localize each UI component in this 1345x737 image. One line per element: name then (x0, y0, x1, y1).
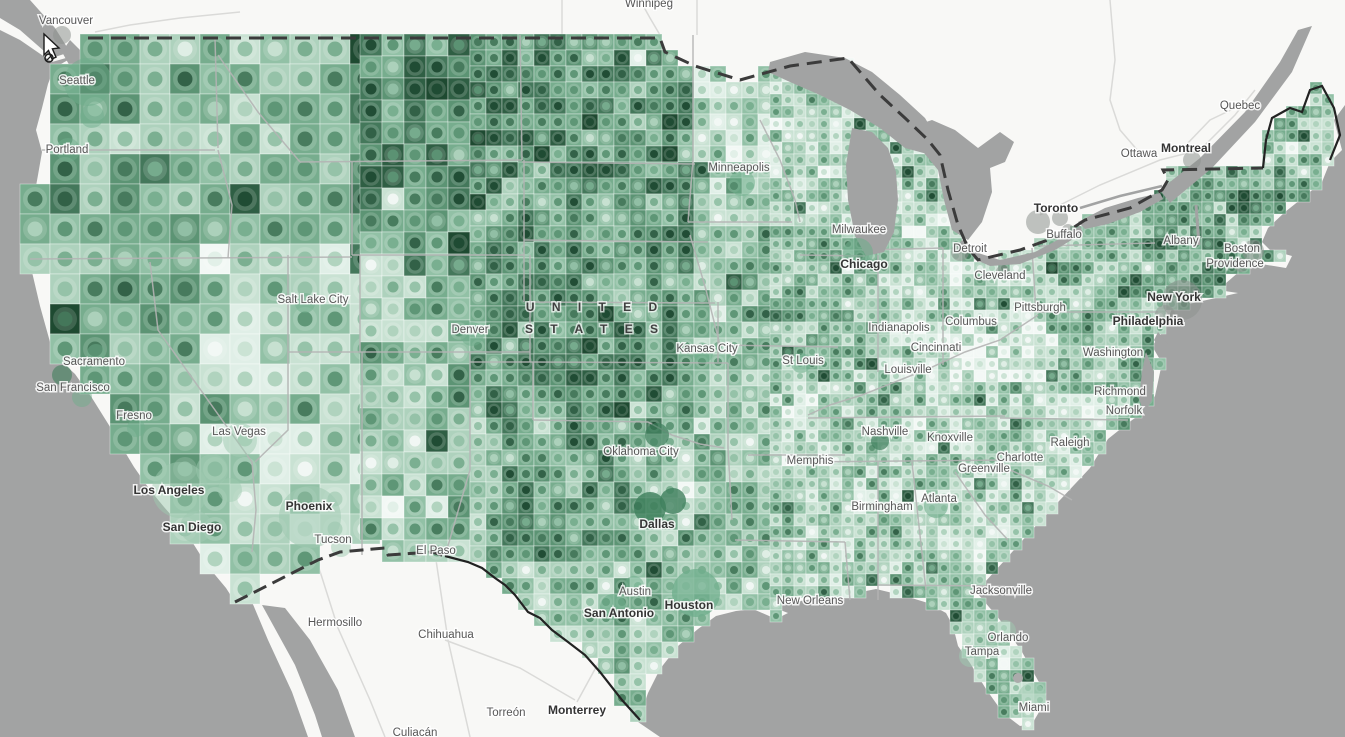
city-label-oklahoma-city: Oklahoma City (603, 446, 679, 458)
city-labels-layer: U N I T E D S T A T E S Vancouver Winnipe… (35, 0, 1266, 737)
city-label-culiac-n: Culiacán (393, 727, 438, 737)
city-label-cincinnati: Cincinnati (911, 342, 962, 354)
urban-area-layer (53, 26, 1264, 325)
city-label-orlando: Orlando (988, 632, 1029, 644)
city-label-el-paso: El Paso (416, 545, 456, 557)
city-label-cleveland: Cleveland (974, 270, 1025, 282)
city-label-san-antonio: San Antonio (584, 606, 654, 620)
city-label-las-vegas: Las Vegas (212, 426, 266, 438)
city-label-miami: Miami (1019, 702, 1050, 714)
city-label-toronto: Toronto (1034, 201, 1078, 215)
city-label-ottawa: Ottawa (1121, 148, 1158, 160)
mouse-cursor (43, 32, 61, 63)
city-label-portland: Portland (46, 144, 89, 156)
city-label-sacramento: Sacramento (63, 356, 125, 368)
city-label-tucson: Tucson (314, 534, 351, 546)
city-label-atlanta: Atlanta (921, 493, 957, 505)
city-label-chihuahua: Chihuahua (418, 629, 474, 641)
foreign-roads-layer (94, 0, 1256, 737)
international-borders-layer (88, 36, 1342, 721)
city-label-boston: Boston (1224, 243, 1260, 255)
city-label-monterrey: Monterrey (548, 703, 606, 717)
city-label-kansas-city: Kansas City (676, 343, 738, 355)
city-label-salt-lake-city: Salt Lake City (278, 294, 349, 306)
city-label-hermosillo: Hermosillo (308, 617, 362, 629)
city-label-austin: Austin (619, 586, 651, 598)
city-label-pittsburgh: Pittsburgh (1014, 302, 1066, 314)
city-label-norfolk: Norfolk (1106, 405, 1143, 417)
city-label-quebec: Quebec (1220, 100, 1261, 112)
city-label-knoxville: Knoxville (927, 432, 973, 444)
city-label-winnipeg: Winnipeg (625, 0, 673, 10)
city-label-washington: Washington (1083, 347, 1143, 359)
city-label-richmond: Richmond (1094, 386, 1146, 398)
city-label-new-orleans: New Orleans (777, 595, 844, 607)
city-label-houston: Houston (665, 598, 714, 612)
city-label-louisville: Louisville (884, 364, 931, 376)
city-label-detroit: Detroit (953, 243, 988, 255)
city-label-denver: Denver (451, 324, 488, 336)
city-label-los-angeles: Los Angeles (134, 483, 205, 497)
city-label-san-francisco: San Francisco (36, 382, 110, 394)
city-label-montreal: Montreal (1161, 141, 1211, 155)
city-label-minneapolis: Minneapolis (708, 162, 770, 174)
city-label-san-diego: San Diego (163, 520, 222, 534)
city-label-fresno: Fresno (116, 410, 152, 422)
city-label-dallas: Dallas (639, 517, 675, 531)
city-label-seattle: Seattle (59, 75, 95, 87)
united-states-label-line1: U N I T E D (526, 300, 664, 314)
city-label-birmingham: Birmingham (851, 501, 912, 513)
metro-circles-layer (52, 58, 1046, 711)
city-label-columbus: Columbus (945, 316, 997, 328)
city-label-milwaukee: Milwaukee (832, 224, 886, 236)
city-label-nashville: Nashville (862, 426, 909, 438)
city-label-tampa: Tampa (965, 646, 1000, 658)
city-label-new-york: New York (1147, 290, 1201, 304)
city-label-jacksonville: Jacksonville (970, 585, 1032, 597)
city-label-charlotte: Charlotte (997, 452, 1044, 464)
city-label-indianapolis: Indianapolis (868, 322, 930, 334)
city-label-albany: Albany (1163, 235, 1198, 247)
city-label-chicago: Chicago (840, 257, 887, 271)
city-label-buffalo: Buffalo (1046, 229, 1082, 241)
city-label-providence: Providence (1206, 258, 1264, 270)
city-label-st-louis: St Louis (782, 355, 824, 367)
city-label-torre-n: Torreón (487, 707, 526, 719)
city-label-raleigh: Raleigh (1051, 437, 1090, 449)
city-label-phoenix: Phoenix (286, 499, 333, 513)
united-states-label-line2: S T A T E S (525, 322, 665, 336)
city-label-philadelphia: Philadelphia (1113, 314, 1184, 328)
city-label-greenville: Greenville (958, 463, 1010, 475)
city-label-memphis: Memphis (787, 455, 834, 467)
city-label-vancouver: Vancouver (39, 15, 93, 27)
